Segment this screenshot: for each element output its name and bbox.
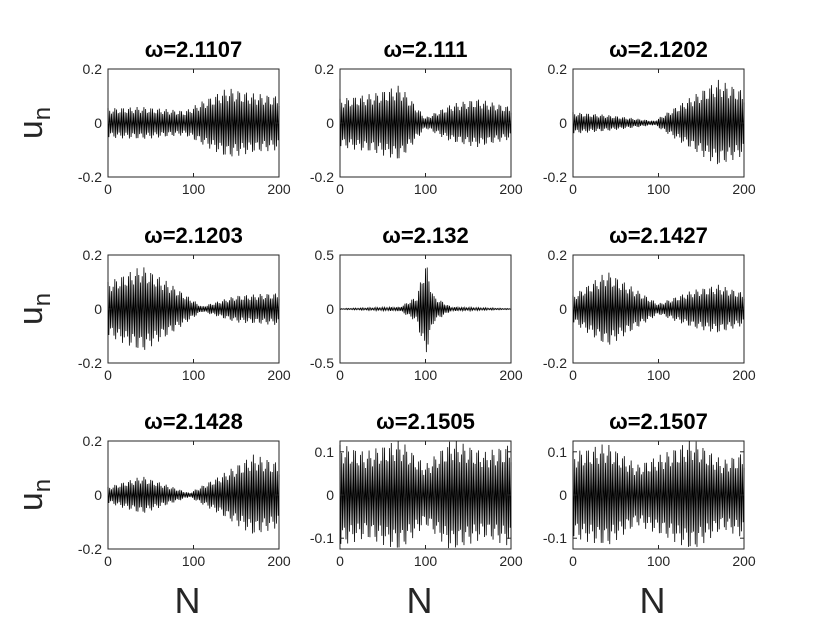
x-tick-label: 100 xyxy=(414,367,438,383)
y-tick-label: -0.2 xyxy=(78,169,102,185)
y-tick-label: 0.5 xyxy=(315,247,335,263)
subplot-title: ω=2.1507 xyxy=(609,409,708,434)
x-tick-label: 200 xyxy=(267,553,291,569)
x-tick-label: 100 xyxy=(182,181,206,197)
x-tick-label: 200 xyxy=(499,367,523,383)
y-tick-label: 0.2 xyxy=(83,247,103,263)
subplot-title: ω=2.1427 xyxy=(609,223,708,248)
x-tick-label: 0 xyxy=(336,181,344,197)
x-tick-label: 200 xyxy=(499,553,523,569)
x-axis-label: N xyxy=(407,580,433,621)
subplot-title: ω=2.1203 xyxy=(144,223,243,248)
y-tick-label: 0 xyxy=(94,115,102,131)
subplot-title: ω=2.1202 xyxy=(609,37,708,62)
data-series-line xyxy=(339,85,512,159)
y-tick-label: -0.2 xyxy=(543,169,567,185)
data-series-line xyxy=(107,88,280,157)
data-series-line xyxy=(339,267,512,353)
data-series-line xyxy=(572,272,745,345)
y-tick-label: 0 xyxy=(326,115,334,131)
y-tick-label: 0 xyxy=(559,487,567,503)
x-tick-label: 0 xyxy=(569,553,577,569)
x-tick-label: 0 xyxy=(569,367,577,383)
data-series-line xyxy=(572,440,745,547)
y-tick-label: -0.1 xyxy=(310,530,334,546)
y-tick-label: -0.2 xyxy=(78,355,102,371)
x-tick-label: 200 xyxy=(267,367,291,383)
x-axis-label: N xyxy=(175,580,201,621)
subplot-title: ω=2.1107 xyxy=(145,37,243,62)
y-axis-label: un xyxy=(12,107,56,139)
axes-box xyxy=(107,254,280,364)
x-tick-label: 200 xyxy=(267,181,291,197)
y-tick-label: 0 xyxy=(559,301,567,317)
y-tick-label: -0.2 xyxy=(543,355,567,371)
subplot-title: ω=2.1505 xyxy=(376,409,475,434)
y-tick-label: -0.1 xyxy=(543,530,567,546)
y-tick-label: -0.2 xyxy=(310,169,334,185)
y-tick-label: 0.1 xyxy=(315,444,335,460)
x-tick-label: 0 xyxy=(104,553,112,569)
data-series-line xyxy=(572,79,745,165)
y-tick-label: 0 xyxy=(326,301,334,317)
x-tick-label: 100 xyxy=(182,367,206,383)
x-tick-label: 200 xyxy=(499,181,523,197)
x-tick-label: 100 xyxy=(182,553,206,569)
x-tick-label: 200 xyxy=(732,181,756,197)
y-tick-label: 0.2 xyxy=(83,61,103,77)
data-series-line xyxy=(107,454,280,534)
y-axis-label: un xyxy=(12,479,56,511)
y-tick-label: 0.2 xyxy=(548,247,568,263)
x-tick-label: 200 xyxy=(732,553,756,569)
x-tick-label: 100 xyxy=(647,181,671,197)
subplot-title: ω=2.111 xyxy=(383,37,467,62)
subplot-title: ω=2.132 xyxy=(382,223,469,248)
y-tick-label: 0 xyxy=(326,487,334,503)
x-tick-label: 100 xyxy=(647,367,671,383)
y-tick-label: -0.2 xyxy=(78,541,102,557)
x-tick-label: 0 xyxy=(336,367,344,383)
x-tick-label: 0 xyxy=(336,553,344,569)
x-tick-label: 0 xyxy=(104,181,112,197)
y-tick-label: 0.1 xyxy=(548,444,568,460)
y-tick-label: 0 xyxy=(94,301,102,317)
y-axis-label: un xyxy=(12,293,56,325)
x-tick-label: 0 xyxy=(569,181,577,197)
x-tick-label: 200 xyxy=(732,367,756,383)
y-tick-label: 0.2 xyxy=(83,433,103,449)
subplot-title: ω=2.1428 xyxy=(144,409,243,434)
data-series-line xyxy=(339,440,512,549)
y-tick-label: 0.2 xyxy=(315,61,335,77)
x-axis-label: N xyxy=(640,580,666,621)
data-series-line xyxy=(107,267,280,350)
y-tick-label: 0.2 xyxy=(548,61,568,77)
x-tick-label: 0 xyxy=(104,367,112,383)
x-tick-label: 100 xyxy=(647,553,671,569)
x-tick-label: 100 xyxy=(414,553,438,569)
y-tick-label: -0.5 xyxy=(310,355,334,371)
x-tick-label: 100 xyxy=(414,181,438,197)
y-tick-label: 0 xyxy=(559,115,567,131)
y-tick-label: 0 xyxy=(94,487,102,503)
